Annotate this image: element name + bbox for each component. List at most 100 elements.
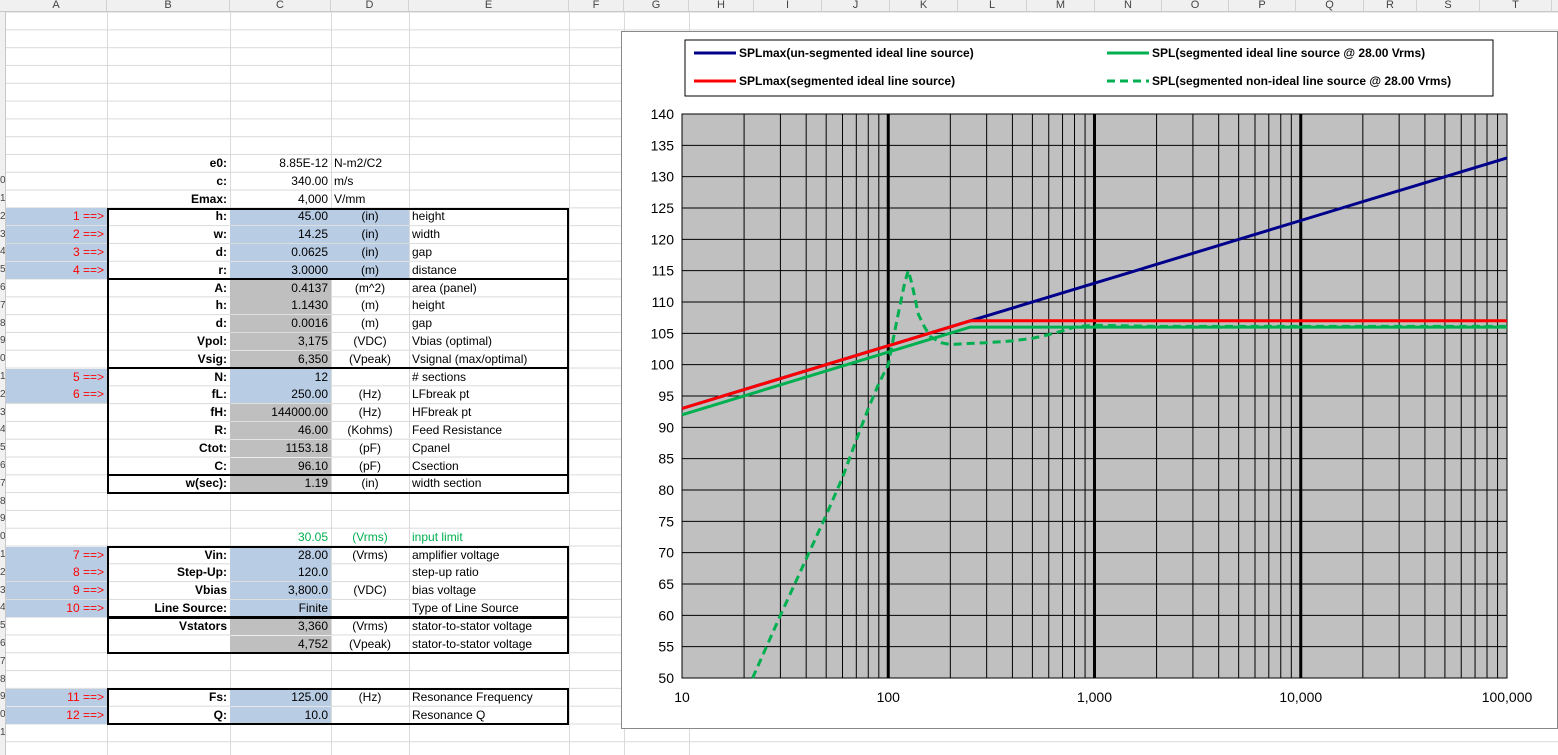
cell-value[interactable]: 8.85E-12	[279, 155, 328, 170]
cell-description[interactable]: height	[412, 209, 445, 224]
row-marker[interactable]: 11 ==>	[6, 688, 107, 706]
input-limit-desc[interactable]: input limit	[412, 529, 463, 544]
cell-unit[interactable]: (in)	[331, 243, 409, 261]
cell-description[interactable]: step-up ratio	[412, 565, 479, 580]
cell-value[interactable]: 125.00	[230, 688, 331, 706]
row-marker[interactable]	[6, 440, 107, 457]
cell-unit[interactable]: (m^2)	[354, 280, 386, 295]
cell-unit[interactable]	[331, 564, 409, 581]
cell-unit[interactable]: (Vpeak)	[348, 351, 392, 366]
row-header[interactable]: 7	[0, 299, 5, 311]
cell-value[interactable]: 6,350	[230, 350, 331, 368]
cell-value[interactable]: 144000.00	[230, 404, 331, 422]
cell-label[interactable]: N:	[214, 369, 227, 384]
column-header-q[interactable]: Q	[1296, 0, 1364, 11]
row-header[interactable]	[0, 48, 5, 65]
row-marker[interactable]	[6, 458, 107, 475]
cell-unit[interactable]: (Hz)	[358, 689, 382, 704]
column-header-t[interactable]: T	[1480, 0, 1552, 11]
row-marker[interactable]	[6, 475, 107, 492]
row-marker[interactable]: 3 ==>	[6, 243, 107, 261]
cell-label[interactable]: R:	[214, 422, 227, 437]
cell-label[interactable]: Vbias	[194, 583, 227, 598]
column-header-i[interactable]: I	[754, 0, 822, 11]
cell-unit[interactable]: (Hz)	[358, 387, 382, 402]
cell-value[interactable]: 14.25	[230, 226, 331, 244]
cell-description[interactable]: amplifier voltage	[412, 547, 500, 562]
cell-label[interactable]: Fs:	[209, 689, 227, 704]
cell-unit[interactable]: (m)	[361, 298, 379, 313]
row-header[interactable]	[0, 119, 5, 136]
cell-label[interactable]: Vsig:	[197, 351, 227, 366]
row-marker[interactable]: 2 ==>	[6, 226, 107, 244]
column-header-s[interactable]: S	[1417, 0, 1480, 11]
row-header[interactable]: 4	[0, 602, 5, 614]
cell-value[interactable]: 45.00	[230, 208, 331, 226]
cell-description[interactable]: distance	[412, 262, 457, 277]
row-marker[interactable]: 12 ==>	[6, 706, 107, 724]
cell-unit[interactable]: (VDC)	[353, 333, 387, 348]
cell-unit[interactable]: N-m2/C2	[334, 155, 383, 170]
row-header[interactable]: 3	[0, 406, 5, 418]
cell-unit[interactable]	[331, 369, 409, 386]
row-marker[interactable]: 1 ==>	[6, 208, 107, 226]
row-header[interactable]: 2	[0, 210, 5, 222]
cell-label[interactable]: C:	[214, 458, 227, 473]
cell-value[interactable]: 340.00	[291, 173, 328, 188]
cell-unit[interactable]: (Kohms)	[347, 422, 393, 437]
cell-unit[interactable]: (Vrms)	[352, 547, 388, 562]
cell-label[interactable]: c:	[216, 173, 227, 188]
row-header[interactable]: 4	[0, 246, 5, 258]
row-header[interactable]	[0, 12, 5, 29]
row-header[interactable]	[0, 65, 5, 82]
cell-label[interactable]: fL:	[211, 387, 227, 402]
cell-description[interactable]: HFbreak pt	[412, 405, 472, 420]
cell-label[interactable]: w(sec):	[185, 476, 227, 491]
row-marker[interactable]: 8 ==>	[6, 564, 107, 582]
row-header[interactable]: 1	[0, 549, 5, 560]
cell-value[interactable]: 3,800.0	[230, 582, 331, 600]
column-header-d[interactable]: D	[331, 0, 409, 11]
row-header[interactable]: 8	[0, 495, 5, 507]
column-header-p[interactable]: P	[1229, 0, 1296, 11]
cell-label[interactable]: Vin:	[204, 547, 227, 562]
cell-unit[interactable]: (Vpeak)	[348, 636, 392, 651]
cell-description[interactable]: stator-to-stator voltage	[412, 618, 533, 633]
cell-description[interactable]: # sections	[412, 369, 467, 384]
row-header[interactable]: 5	[0, 620, 5, 632]
cell-description[interactable]: area (panel)	[412, 280, 477, 295]
row-header[interactable]: 3	[0, 228, 5, 240]
row-header[interactable]: 0	[0, 353, 5, 365]
cell-unit[interactable]: (pF)	[359, 440, 381, 455]
cell-label[interactable]: w:	[213, 227, 227, 242]
column-header-a[interactable]: A	[6, 0, 107, 11]
row-header[interactable]: 3	[0, 584, 5, 596]
column-header-b[interactable]: B	[107, 0, 230, 11]
row-header[interactable]: 9	[0, 335, 5, 347]
cell-unit[interactable]: (m)	[331, 261, 409, 279]
row-header[interactable]: 8	[0, 673, 5, 685]
cell-value[interactable]: 3,360	[230, 617, 331, 635]
row-marker[interactable]: 7 ==>	[6, 546, 107, 564]
row-header[interactable]: 5	[0, 264, 5, 276]
row-header[interactable]: 1	[0, 193, 5, 204]
row-header[interactable]: 8	[0, 317, 5, 329]
cell-label[interactable]: Line Source:	[154, 600, 227, 615]
row-header[interactable]: 0	[0, 531, 5, 543]
row-marker[interactable]	[6, 404, 107, 421]
cell-label[interactable]: d:	[215, 316, 227, 331]
cell-unit[interactable]	[331, 707, 409, 724]
cell-value[interactable]: 1153.18	[230, 439, 331, 457]
cell-description[interactable]: gap	[412, 244, 433, 259]
cell-description[interactable]: Vbias (optimal)	[412, 333, 493, 348]
cell-description[interactable]: stator-to-stator voltage	[412, 636, 533, 651]
cell-description[interactable]: width section	[412, 476, 482, 491]
column-header-o[interactable]: O	[1162, 0, 1229, 11]
cell-value[interactable]: 1.1430	[230, 297, 331, 315]
row-header[interactable]: 2	[0, 566, 5, 578]
column-header-g[interactable]: G	[624, 0, 689, 11]
spl-chart[interactable]: 50 55 60 65 70 75 80 85 90 95 100 105 110 115 120 125 13…	[621, 31, 1558, 729]
cell-label[interactable]: h:	[215, 209, 227, 224]
cell-value[interactable]: 10.0	[230, 706, 331, 724]
cell-unit[interactable]: m/s	[334, 173, 354, 188]
